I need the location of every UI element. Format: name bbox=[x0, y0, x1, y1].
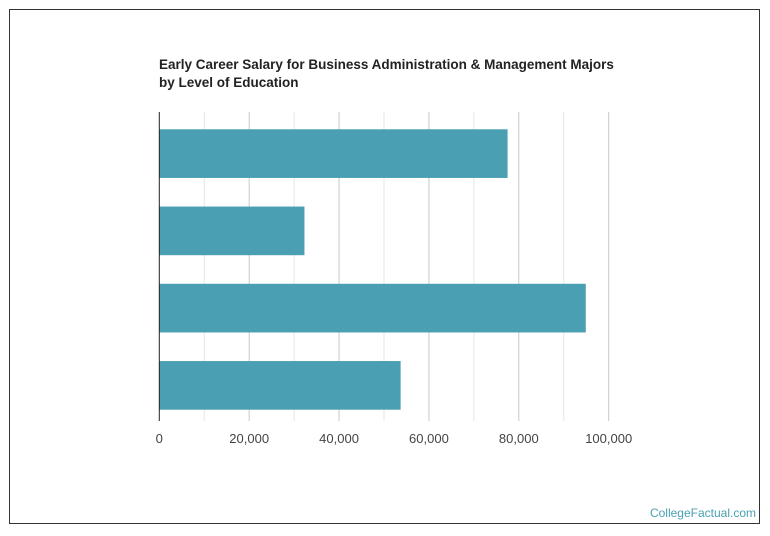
source-credit[interactable]: CollegeFactual.com bbox=[649, 506, 756, 520]
title-line-2: by Level of Education bbox=[159, 75, 299, 90]
bar bbox=[159, 129, 508, 178]
bar bbox=[159, 206, 305, 256]
x-tick-label: 80,000 bbox=[499, 431, 539, 446]
bar bbox=[159, 361, 401, 410]
x-tick-label: 60,000 bbox=[409, 431, 449, 446]
x-tick-label: 0 bbox=[156, 431, 163, 446]
x-tick-label: 20,000 bbox=[229, 431, 269, 446]
chart-title: Early Career Salary for Business Adminis… bbox=[159, 56, 614, 92]
chart-frame bbox=[9, 9, 760, 524]
x-tick-label: 100,000 bbox=[585, 431, 632, 446]
x-tick-label: 40,000 bbox=[319, 431, 359, 446]
title-line-1: Early Career Salary for Business Adminis… bbox=[159, 57, 614, 72]
bar bbox=[159, 283, 586, 333]
